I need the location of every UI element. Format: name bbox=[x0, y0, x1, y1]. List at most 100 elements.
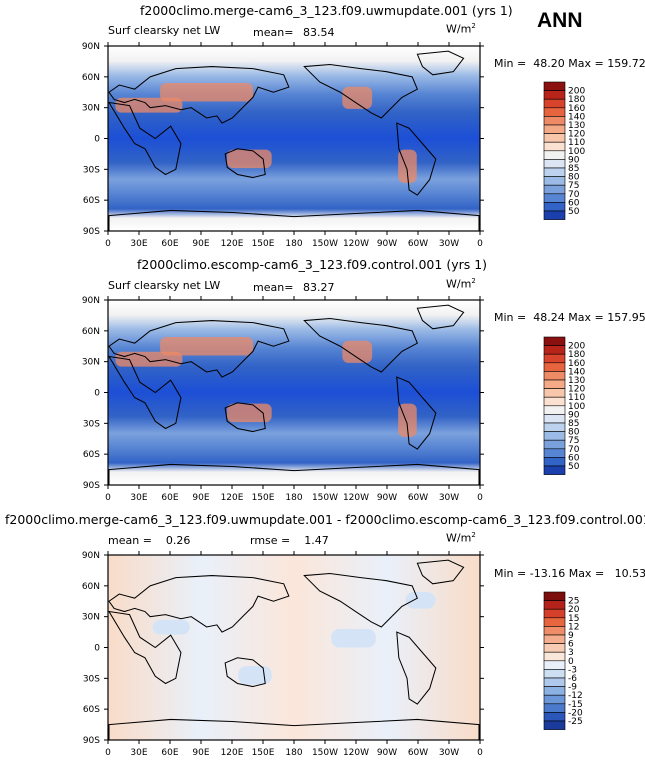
panel1-mean-label: mean= bbox=[253, 26, 294, 39]
lon-label: 120E bbox=[221, 239, 244, 249]
colorbar-label: -20 bbox=[568, 708, 583, 718]
colorbar-cell bbox=[543, 184, 566, 195]
colorbar-label: 180 bbox=[568, 95, 585, 105]
colorbar-cell bbox=[543, 141, 566, 152]
lon-label: 0 bbox=[477, 239, 483, 249]
lon-label: 120E bbox=[221, 493, 244, 503]
colorbar-label: 140 bbox=[568, 367, 585, 377]
lat-label: 30N bbox=[82, 613, 100, 623]
panel1-variable: Surf clearsky net LW bbox=[108, 24, 221, 37]
colorbar-label: 100 bbox=[568, 402, 585, 412]
colorbar-label: 50 bbox=[568, 462, 580, 472]
lon-label: 180 bbox=[285, 493, 302, 503]
lon-label: 0 bbox=[477, 748, 483, 758]
panel1-min-max: Min = 48.20 Max = 159.72 bbox=[494, 57, 645, 70]
colorbar-label: 80 bbox=[568, 428, 580, 438]
panel1-title: f2000climo.merge-cam6_3_123.f09.uwmupdat… bbox=[140, 3, 513, 18]
colorbar-label: 6 bbox=[568, 640, 574, 650]
colorbar-label: 60 bbox=[568, 453, 580, 463]
lon-label: 60E bbox=[161, 493, 178, 503]
colorbar-cell bbox=[543, 124, 566, 134]
colorbar-cell bbox=[543, 362, 566, 372]
colorbar-label: 80 bbox=[568, 173, 580, 183]
colorbar-cell bbox=[543, 626, 566, 636]
colorbar-cell bbox=[543, 167, 566, 177]
lat-label: 90N bbox=[82, 296, 100, 306]
colorbar-label: -3 bbox=[568, 665, 577, 675]
map-field bbox=[108, 46, 480, 231]
colorbar-cell bbox=[543, 405, 566, 415]
colorbar-cell bbox=[543, 617, 566, 627]
lon-label: 30E bbox=[130, 493, 147, 503]
colorbar-label: 200 bbox=[568, 87, 585, 97]
colorbar-cell bbox=[543, 422, 566, 432]
diff-region bbox=[238, 666, 272, 685]
colorbar-label: 60 bbox=[568, 198, 580, 208]
colorbar-cell bbox=[543, 107, 566, 117]
lon-label: 180 bbox=[285, 239, 302, 249]
colorbar-label: 9 bbox=[568, 631, 574, 641]
colorbar-cell bbox=[543, 150, 566, 160]
warm-region bbox=[227, 149, 272, 169]
colorbar-label: 140 bbox=[568, 112, 585, 122]
diff-region bbox=[152, 619, 190, 635]
map-panel-3: 0 30E 60E 90E 120E 150E 180 150W 120W 90W 60W 30W 09… bbox=[82, 551, 484, 758]
colorbar-label: 90 bbox=[568, 155, 580, 165]
lon-label: 120W bbox=[343, 239, 369, 249]
colorbar-cell bbox=[543, 98, 566, 109]
colorbar-label: 12 bbox=[568, 622, 579, 632]
colorbar-cell bbox=[543, 712, 566, 722]
lat-label: 60S bbox=[83, 705, 100, 715]
lon-label: 150E bbox=[252, 748, 275, 758]
lon-label: 0 bbox=[477, 493, 483, 503]
lon-label: 120W bbox=[343, 748, 369, 758]
panel1-units: W/m2 bbox=[446, 22, 476, 36]
warm-region bbox=[160, 83, 254, 102]
lon-label: 30W bbox=[439, 748, 459, 758]
colorbar-label: -15 bbox=[568, 700, 583, 710]
colorbar-label: -9 bbox=[568, 683, 577, 693]
lon-label: 90E bbox=[192, 239, 209, 249]
colorbar-label: 160 bbox=[568, 104, 585, 114]
colorbar-cell bbox=[543, 116, 566, 126]
lon-label: 30E bbox=[130, 748, 147, 758]
lon-label: 90E bbox=[192, 493, 209, 503]
lat-label: 60N bbox=[82, 73, 100, 83]
colorbar-label: 25 bbox=[568, 597, 579, 607]
colorbar-cell bbox=[543, 591, 566, 601]
colorbar-cell bbox=[543, 651, 566, 662]
panel2-min-max: Min = 48.24 Max = 157.95 bbox=[494, 311, 645, 324]
colorbar-cell bbox=[543, 720, 566, 730]
diff-region bbox=[331, 629, 376, 648]
lon-label: 0 bbox=[105, 239, 111, 249]
lat-label: 90N bbox=[82, 42, 100, 52]
warm-region bbox=[227, 403, 272, 423]
lon-label: 0 bbox=[105, 493, 111, 503]
colorbar-cell bbox=[543, 379, 566, 389]
colorbar-label: 70 bbox=[568, 445, 580, 455]
lon-label: 60W bbox=[408, 239, 428, 249]
map-field bbox=[108, 555, 480, 740]
colorbar-cell bbox=[543, 159, 566, 169]
lat-label: 30S bbox=[83, 419, 100, 429]
lat-label: 0 bbox=[94, 644, 100, 654]
panel3-min-max: Min = -13.16 Max = 10.53 bbox=[494, 567, 645, 580]
lat-label: 60S bbox=[83, 450, 100, 460]
lat-label: 90N bbox=[82, 551, 100, 561]
lon-label: 90W bbox=[377, 748, 397, 758]
colorbar-label: 75 bbox=[568, 436, 579, 446]
colorbar-label: 120 bbox=[568, 130, 585, 140]
lon-label: 120E bbox=[221, 748, 244, 758]
colorbar-label: 200 bbox=[568, 342, 585, 352]
lon-label: 150E bbox=[252, 239, 275, 249]
colorbar-label: -12 bbox=[568, 691, 583, 701]
panel3-title: f2000climo.merge-cam6_3_123.f09.uwmupdat… bbox=[5, 512, 645, 527]
colorbar-cell bbox=[543, 660, 566, 670]
colorbar-cell bbox=[543, 457, 566, 467]
colorbar-cell bbox=[543, 202, 566, 212]
lon-label: 150W bbox=[312, 239, 338, 249]
lon-label: 150E bbox=[252, 493, 275, 503]
colorbar-label: 130 bbox=[568, 376, 585, 386]
lat-label: 90S bbox=[83, 481, 100, 491]
